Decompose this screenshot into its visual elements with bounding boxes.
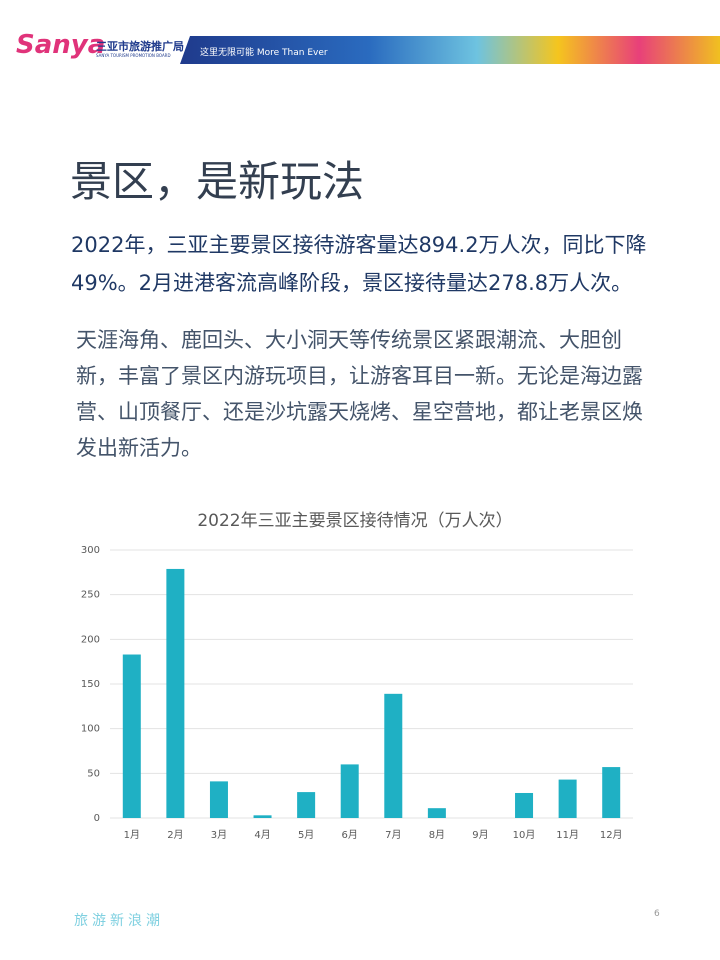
paragraph: 2022年，三亚主要景区接待游客量达894.2万人次，同比下降49%。2月进港客… (71, 233, 647, 295)
footer-text: 旅游新浪潮 (74, 913, 164, 929)
bar (558, 779, 577, 818)
y-tick-label: 100 (81, 724, 100, 735)
bar (297, 792, 316, 818)
x-tick-label: 8月 (429, 829, 445, 841)
x-tick-label: 1月 (124, 829, 140, 841)
slogan: 这里无限可能 More Than Ever (200, 48, 328, 58)
y-tick-label: 200 (81, 634, 100, 645)
y-tick-label: 50 (87, 768, 100, 779)
x-tick-label: 5月 (298, 829, 314, 841)
x-tick-label: 4月 (254, 829, 270, 841)
y-tick-label: 250 (81, 590, 100, 601)
x-tick-label: 3月 (211, 829, 227, 841)
bar (515, 792, 534, 818)
paragraph: 天涯海角、鹿回头、大小洞天等传统景区紧跟潮流、大胆创新，丰富了景区内游玩项目，让… (76, 328, 643, 460)
bar (602, 767, 621, 818)
page-title: 景区，是新玩法 (70, 157, 365, 206)
x-tick-label: 2月 (167, 829, 183, 841)
y-tick-label: 150 (81, 679, 100, 690)
logo: Sanya (16, 30, 106, 60)
bar (340, 764, 359, 818)
org-name: 三亚市旅游推广局 (96, 40, 184, 53)
chart: 2022年三亚主要景区接待情况（万人次） 0 50 100 150 200 250 300 1… (81, 511, 633, 841)
org-name-en: SANYA TOURISM PROMOTION BOARD (96, 53, 171, 58)
page-number: 6 (654, 909, 660, 919)
x-tick-label: 9月 (472, 829, 488, 841)
bar (253, 815, 272, 818)
x-tick-label: 12月 (600, 829, 623, 841)
x-tick-label: 7月 (385, 829, 401, 841)
x-tick-label: 10月 (513, 829, 536, 841)
bar (209, 781, 228, 818)
x-tick-label: 6月 (342, 829, 358, 841)
y-tick-label: 0 (94, 813, 100, 824)
y-tick-label: 300 (81, 545, 100, 556)
chart-title: 2022年三亚主要景区接待情况（万人次） (197, 511, 512, 531)
bar (166, 568, 185, 818)
header-band (180, 36, 720, 64)
x-tick-label: 11月 (556, 829, 579, 841)
bar (384, 693, 403, 818)
bar (122, 654, 141, 818)
bar (427, 808, 446, 818)
